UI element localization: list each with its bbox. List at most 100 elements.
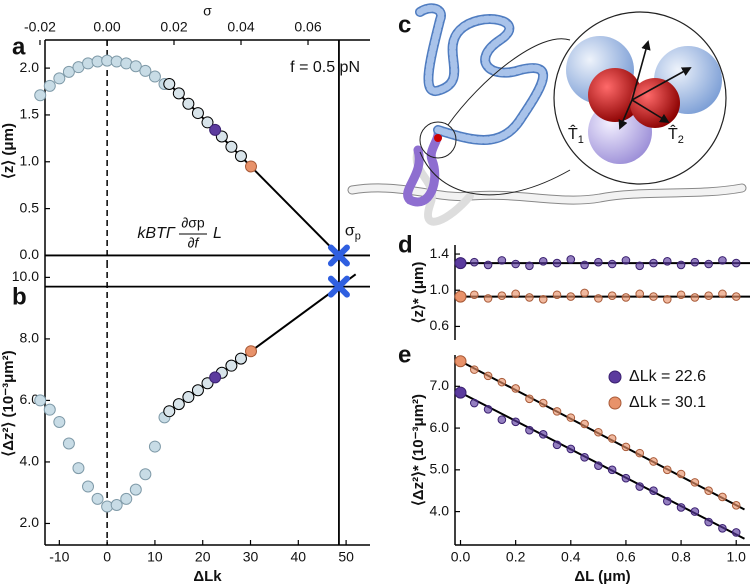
data-point — [580, 288, 589, 298]
data-point — [110, 55, 123, 68]
data-point — [607, 259, 617, 269]
x-tick-label: 0.0 — [451, 549, 471, 565]
y-tick-label: 4.0 — [430, 502, 450, 518]
data-point — [244, 160, 257, 173]
y-tick-label: 1.5 — [20, 106, 40, 122]
x2-axis-label: σ — [203, 3, 212, 19]
data-point — [552, 440, 562, 450]
x2-tick-label: 0.02 — [160, 19, 187, 35]
data-point — [580, 260, 589, 270]
y-axis-label: ⟨Δz²⟩ (10⁻³μm²) — [0, 350, 17, 456]
data-point — [594, 257, 603, 267]
data-point — [139, 468, 152, 481]
y-tick-label: 10.0 — [12, 268, 39, 284]
data-point — [538, 398, 548, 408]
annotation-denominator: ∂f — [188, 235, 201, 251]
data-point — [62, 65, 75, 78]
zoom-circle — [419, 121, 457, 159]
x-tick-label: 1.0 — [726, 549, 746, 565]
data-point — [580, 453, 589, 462]
data-point — [662, 294, 672, 304]
data-point — [82, 480, 95, 493]
data-point — [469, 290, 479, 300]
data-point — [621, 442, 631, 452]
data-point — [676, 503, 686, 512]
panel-letter: a — [12, 33, 26, 60]
y-axis-label: ⟨z⟩* (μm) — [410, 262, 427, 324]
y-tick-label: 8.0 — [20, 330, 40, 346]
data-point — [182, 97, 195, 110]
data-point — [566, 444, 576, 454]
data-point — [483, 294, 493, 303]
y-tick-label: 4.0 — [20, 453, 40, 469]
data-point — [635, 289, 645, 299]
x-tick-label: 0.4 — [561, 549, 581, 565]
data-point — [497, 291, 507, 300]
data-point — [225, 359, 238, 372]
data-point — [690, 478, 700, 487]
x-tick-label: 0.2 — [506, 549, 526, 565]
chain-blue — [416, 4, 547, 144]
y-tick-label: 5.0 — [430, 461, 450, 477]
x-axis-label: ΔL (μm) — [574, 568, 630, 585]
x-tick-label: 0 — [103, 549, 111, 565]
cross-marker — [327, 275, 350, 298]
data-point — [139, 64, 152, 77]
vector-label-sub: 1 — [578, 134, 584, 146]
data-point — [718, 523, 727, 533]
data-point — [676, 290, 686, 300]
data-point — [676, 469, 686, 479]
panel-letter: e — [398, 341, 411, 368]
data-point — [731, 292, 741, 301]
data-point — [621, 473, 631, 483]
data-point — [552, 290, 562, 300]
data-point — [552, 407, 562, 416]
data-point — [704, 486, 713, 496]
y-tick-label: 1.4 — [430, 245, 450, 261]
vector — [631, 67, 692, 101]
vector-label: T̂2 — [668, 124, 684, 146]
x2-tick-label: 0.06 — [294, 19, 321, 35]
data-point — [580, 419, 589, 429]
zoom-line — [419, 151, 571, 196]
panel-letter: d — [398, 231, 413, 258]
data-point — [209, 371, 222, 384]
vector-label-sub: 2 — [678, 134, 684, 146]
vector-label: T̂1 — [568, 124, 584, 146]
vector-label-base: T̂ — [568, 124, 578, 144]
data-point — [649, 457, 658, 466]
plot-area — [455, 262, 750, 298]
data-point — [662, 496, 672, 506]
annotation-prefix: kBTΓ — [137, 225, 175, 242]
marker-label-sub: p — [355, 230, 361, 242]
data-point — [497, 256, 507, 265]
data-point — [469, 257, 479, 267]
y-tick-label: 6.0 — [430, 419, 450, 435]
data-point — [191, 384, 204, 397]
data-point — [43, 403, 56, 416]
y-tick-label: 1.0 — [20, 152, 40, 168]
data-point — [43, 79, 56, 92]
data-point — [34, 394, 47, 407]
data-point — [62, 437, 75, 450]
data-point — [172, 398, 185, 411]
data-point — [731, 501, 741, 510]
data-point — [649, 292, 658, 301]
data-point — [225, 140, 238, 153]
x-tick-label: -10 — [49, 549, 69, 565]
x-tick-label: 30 — [243, 549, 259, 565]
data-point — [511, 259, 520, 269]
data-point — [72, 462, 85, 475]
vector — [631, 99, 670, 124]
y-axis-label: ⟨Δz²⟩* (10⁻³μm²) — [410, 394, 427, 506]
data-point — [621, 256, 631, 265]
data-point — [511, 384, 520, 393]
data-point — [538, 294, 548, 304]
data-point — [566, 292, 576, 301]
data-point — [704, 291, 713, 300]
data-point — [110, 499, 123, 512]
data-point — [483, 371, 493, 381]
data-point — [234, 150, 247, 163]
x-tick-label: 20 — [195, 549, 211, 565]
data-point — [172, 87, 185, 100]
